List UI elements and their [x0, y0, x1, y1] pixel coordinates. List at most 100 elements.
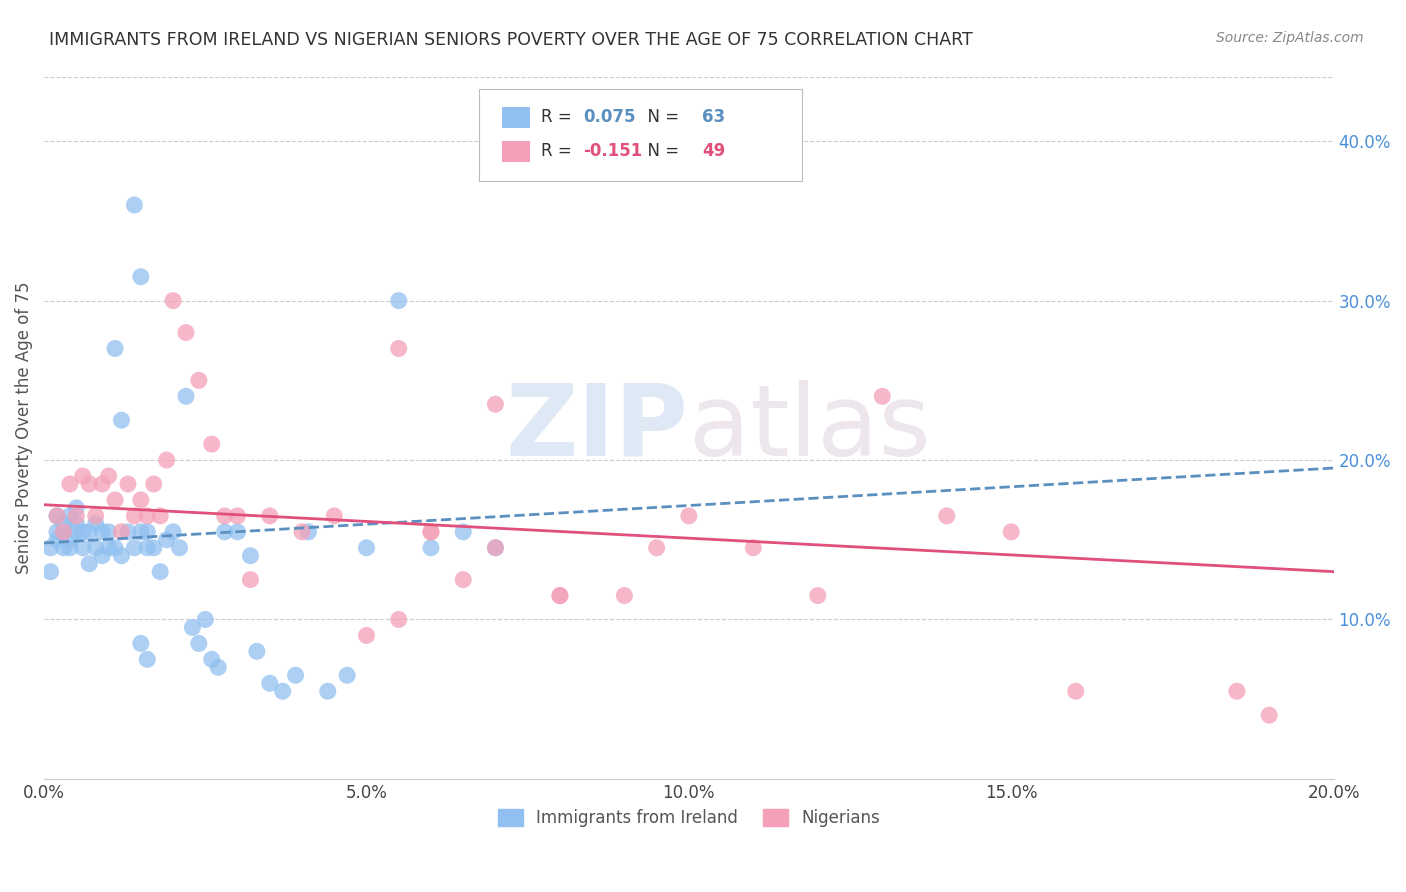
- Point: [807, 589, 830, 603]
- Point: [72, 469, 94, 483]
- Point: [142, 477, 165, 491]
- Point: [181, 620, 204, 634]
- Point: [548, 589, 571, 603]
- Point: [104, 342, 127, 356]
- Point: [214, 524, 236, 539]
- Point: [484, 541, 506, 555]
- Point: [149, 508, 172, 523]
- Point: [52, 541, 75, 555]
- Text: atlas: atlas: [689, 380, 931, 476]
- Point: [65, 524, 87, 539]
- Point: [77, 557, 100, 571]
- Point: [420, 524, 443, 539]
- Text: ZIP: ZIP: [506, 380, 689, 476]
- Point: [484, 541, 506, 555]
- Point: [136, 508, 159, 523]
- Point: [104, 541, 127, 555]
- Point: [117, 524, 139, 539]
- Point: [451, 524, 474, 539]
- Point: [72, 541, 94, 555]
- Point: [65, 516, 87, 531]
- Text: 0.075: 0.075: [583, 109, 636, 127]
- Point: [388, 612, 411, 626]
- Text: Source: ZipAtlas.com: Source: ZipAtlas.com: [1216, 31, 1364, 45]
- Point: [323, 508, 346, 523]
- Point: [613, 589, 636, 603]
- Text: 63: 63: [702, 109, 725, 127]
- Bar: [502, 141, 530, 161]
- Point: [201, 437, 224, 451]
- Point: [246, 644, 269, 658]
- Point: [169, 541, 191, 555]
- Point: [110, 524, 132, 539]
- Point: [46, 508, 69, 523]
- Text: N =: N =: [637, 109, 685, 127]
- Point: [110, 413, 132, 427]
- Point: [284, 668, 307, 682]
- Point: [214, 508, 236, 523]
- FancyBboxPatch shape: [478, 89, 803, 181]
- Point: [484, 397, 506, 411]
- Point: [124, 198, 146, 212]
- Point: [291, 524, 314, 539]
- Point: [201, 652, 224, 666]
- Point: [316, 684, 339, 698]
- Point: [187, 373, 209, 387]
- Point: [174, 389, 197, 403]
- Point: [84, 516, 107, 531]
- Text: R =: R =: [540, 109, 576, 127]
- Point: [91, 477, 114, 491]
- Point: [110, 549, 132, 563]
- Text: 49: 49: [702, 142, 725, 160]
- Point: [420, 541, 443, 555]
- Point: [124, 541, 146, 555]
- Point: [136, 541, 159, 555]
- Point: [259, 676, 281, 690]
- Point: [1000, 524, 1022, 539]
- Point: [124, 508, 146, 523]
- Point: [149, 565, 172, 579]
- Point: [77, 477, 100, 491]
- Text: N =: N =: [637, 142, 685, 160]
- Point: [97, 524, 120, 539]
- Point: [77, 524, 100, 539]
- Point: [136, 524, 159, 539]
- Point: [271, 684, 294, 698]
- Point: [259, 508, 281, 523]
- Point: [59, 508, 82, 523]
- Point: [239, 549, 262, 563]
- Point: [39, 565, 62, 579]
- Point: [207, 660, 229, 674]
- Text: -0.151: -0.151: [583, 142, 643, 160]
- Point: [548, 589, 571, 603]
- Point: [935, 508, 957, 523]
- Point: [46, 524, 69, 539]
- Point: [46, 508, 69, 523]
- Point: [187, 636, 209, 650]
- Point: [336, 668, 359, 682]
- Point: [91, 524, 114, 539]
- Point: [129, 636, 152, 650]
- Point: [297, 524, 319, 539]
- Point: [356, 541, 378, 555]
- Point: [420, 524, 443, 539]
- Point: [65, 508, 87, 523]
- Point: [678, 508, 700, 523]
- Legend: Immigrants from Ireland, Nigerians: Immigrants from Ireland, Nigerians: [491, 802, 887, 834]
- Point: [388, 342, 411, 356]
- Point: [174, 326, 197, 340]
- Point: [65, 500, 87, 515]
- Point: [742, 541, 765, 555]
- Point: [226, 508, 249, 523]
- Point: [156, 533, 179, 547]
- Point: [872, 389, 894, 403]
- Point: [97, 541, 120, 555]
- Point: [1226, 684, 1249, 698]
- Point: [1064, 684, 1087, 698]
- Point: [388, 293, 411, 308]
- Point: [162, 293, 184, 308]
- Point: [142, 541, 165, 555]
- Point: [59, 541, 82, 555]
- Point: [162, 524, 184, 539]
- Bar: [502, 107, 530, 128]
